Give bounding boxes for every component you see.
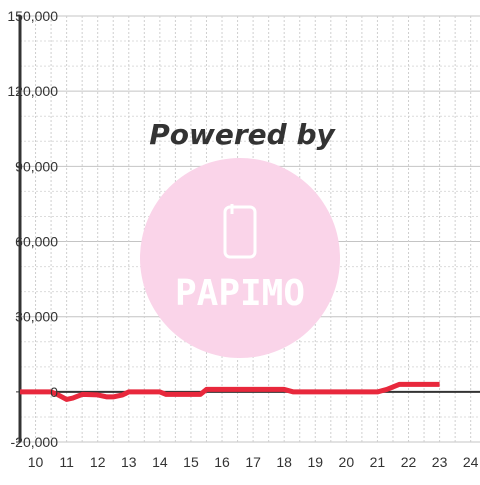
x-tick-label: 16 <box>214 454 230 470</box>
x-tick-label: 15 <box>183 454 199 470</box>
watermark-text: Powered by <box>149 118 336 151</box>
x-tick-label: 10 <box>28 454 44 470</box>
tick-labels: 150,000 120,000 90,000 60,000 30,000 0 -20,000… <box>7 8 478 470</box>
x-tick-label: 22 <box>401 454 417 470</box>
y-tick-label: 0 <box>50 384 58 400</box>
y-tick-label: 30,000 <box>15 309 58 325</box>
y-tick-label: 150,000 <box>7 8 58 24</box>
x-tick-label: 23 <box>432 454 448 470</box>
phone-icon <box>223 204 257 259</box>
x-tick-label: 21 <box>370 454 386 470</box>
y-tick-label: 60,000 <box>15 234 58 250</box>
y-tick-label: 90,000 <box>15 158 58 174</box>
x-tick-label: 12 <box>90 454 106 470</box>
x-tick-label: 13 <box>121 454 137 470</box>
x-tick-label: 24 <box>463 454 479 470</box>
x-tick-label: 20 <box>339 454 355 470</box>
y-tick-label: -20,000 <box>11 434 59 450</box>
x-tick-label: 19 <box>307 454 323 470</box>
series-layer <box>20 381 440 402</box>
x-tick-label: 11 <box>59 454 74 470</box>
x-tick-label: 17 <box>245 454 261 470</box>
y-tick-label: 120,000 <box>7 83 58 99</box>
watermark: Powered by PAPIMO <box>140 118 340 358</box>
x-tick-label: 18 <box>276 454 292 470</box>
series-line <box>20 381 440 402</box>
x-tick-label: 14 <box>152 454 168 470</box>
watermark-logo-text: PAPIMO <box>175 273 305 314</box>
